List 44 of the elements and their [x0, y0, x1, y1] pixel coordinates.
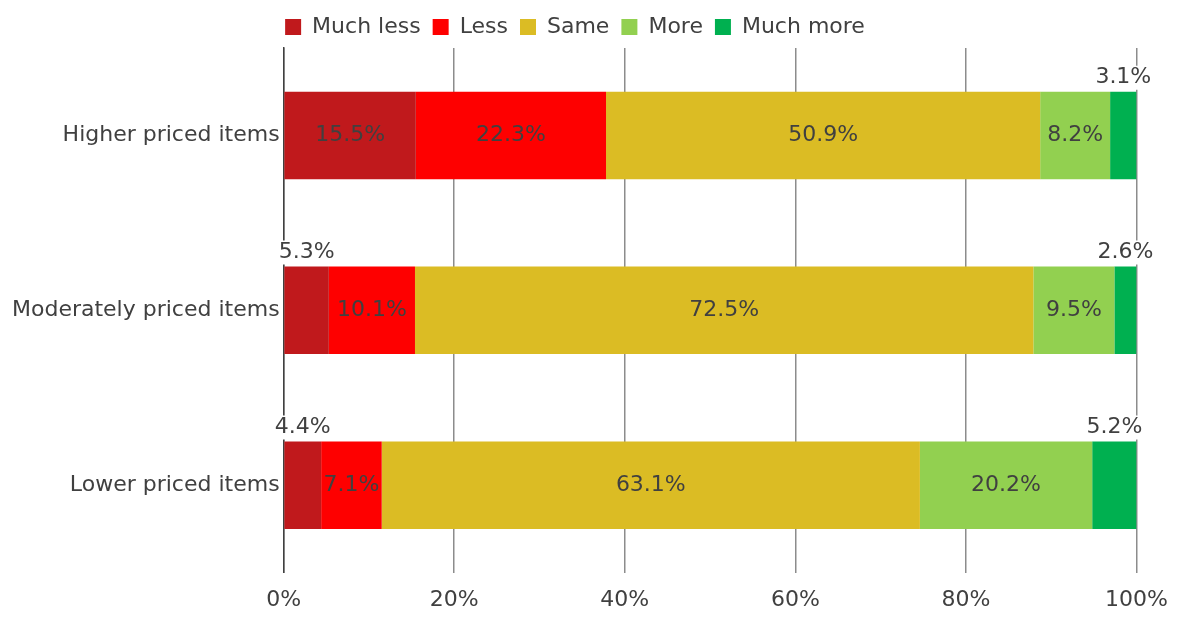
- data-label: 4.4%: [274, 413, 331, 439]
- bar: [414, 266, 1034, 355]
- bar: [1092, 441, 1137, 529]
- data-label: 3.1%: [1095, 63, 1152, 89]
- y-tick-label: Lower priced items: [69, 470, 280, 496]
- data-label: 7.1%: [323, 470, 380, 496]
- legend-label: More: [648, 12, 703, 38]
- y-tick-label: Higher priced items: [62, 121, 280, 147]
- data-label: 8.2%: [1047, 121, 1104, 147]
- x-tick-label: 40%: [600, 585, 650, 611]
- bar: [1040, 91, 1111, 180]
- bar: [381, 441, 920, 529]
- bar: [1033, 266, 1115, 355]
- x-tick-label: 20%: [429, 585, 479, 611]
- legend-label: Same: [546, 12, 610, 38]
- legend-label: Much less: [312, 12, 421, 38]
- data-label: 15.5%: [315, 121, 386, 147]
- data-label: 20.2%: [971, 470, 1041, 496]
- data-label: 22.3%: [475, 121, 546, 147]
- legend-label: Less: [459, 12, 508, 38]
- bar: [284, 441, 322, 529]
- bar: [606, 91, 1041, 180]
- bar: [1114, 266, 1137, 355]
- data-label: 2.6%: [1097, 238, 1154, 264]
- data-label: 9.5%: [1045, 296, 1102, 322]
- bar: [284, 91, 416, 180]
- data-label: 72.5%: [689, 296, 760, 322]
- data-label: 5.2%: [1086, 413, 1143, 439]
- bar: [919, 441, 1093, 529]
- data-label: 50.9%: [788, 121, 859, 147]
- bar: [321, 441, 382, 529]
- bar: [415, 91, 607, 180]
- data-label: 10.1%: [336, 296, 407, 322]
- bar: [284, 266, 329, 355]
- data-label: 5.3%: [278, 238, 335, 264]
- bar: [1110, 91, 1137, 180]
- x-tick-label: 100%: [1105, 585, 1169, 611]
- y-tick-label: Moderately priced items: [11, 296, 280, 322]
- x-tick-label: 80%: [941, 585, 991, 611]
- bar: [328, 266, 415, 355]
- legend-label: Much more: [741, 12, 865, 38]
- x-tick-label: 0%: [266, 585, 302, 611]
- x-tick-label: 60%: [770, 585, 820, 611]
- data-label: 63.1%: [615, 470, 686, 496]
